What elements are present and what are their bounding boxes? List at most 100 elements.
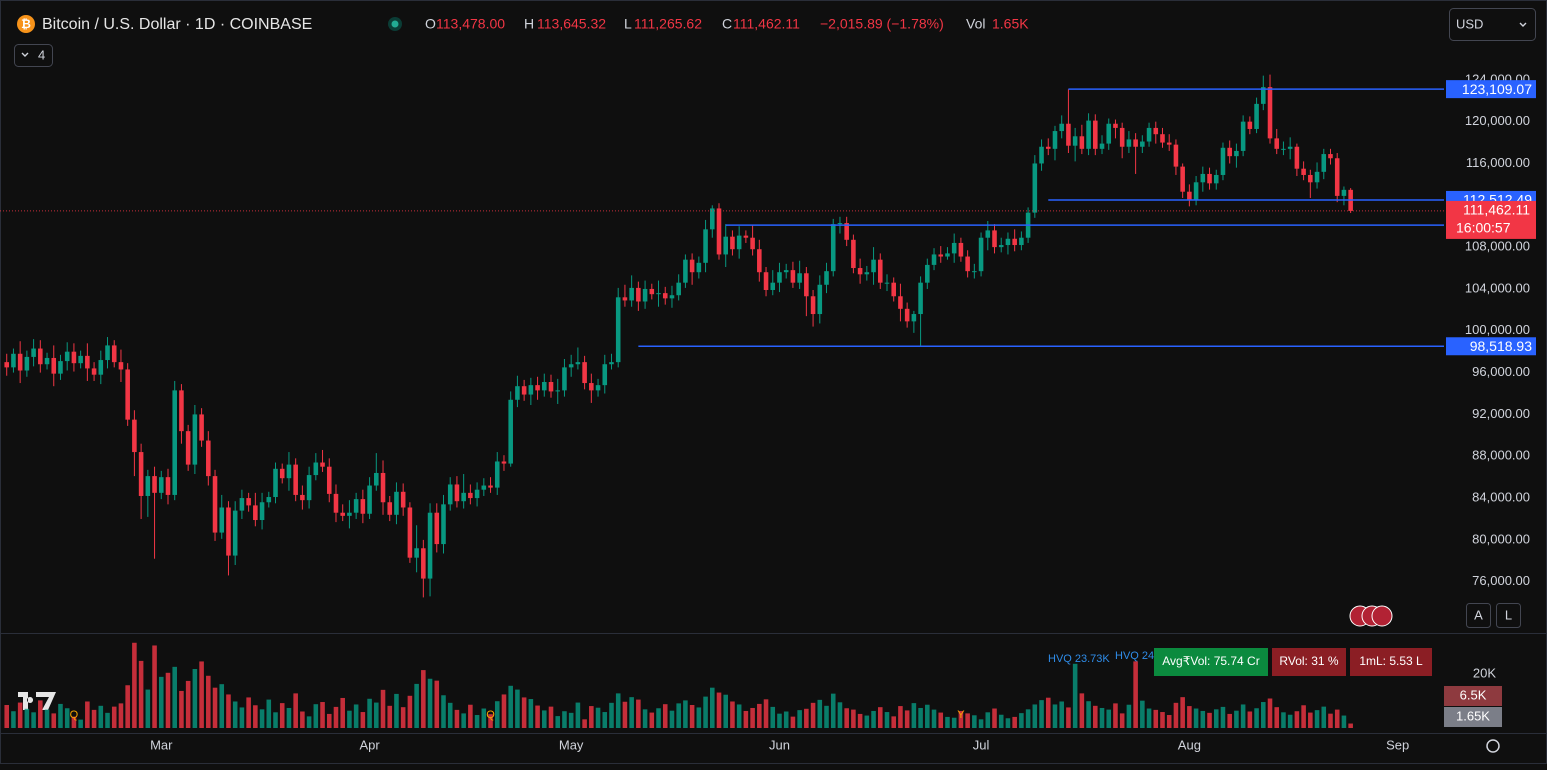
candle-body [212,476,218,533]
candle-body [4,362,10,368]
candle-body [468,492,473,499]
candle-body [1119,127,1125,147]
volume-bar [501,694,507,728]
volume-badge-text: 1.65K [1456,708,1490,723]
candle-body [461,492,466,502]
volume-bar [1341,715,1347,728]
volume-bar [830,693,836,728]
volume-bar [595,707,601,728]
candle-body [454,484,460,502]
candle-body [615,297,621,363]
candle-body [1173,144,1179,167]
volume-bar [1240,704,1246,728]
candle-body [723,236,729,255]
candle-body [716,208,722,255]
volume-bar [824,705,829,728]
x-tick-label: Mar [150,737,173,752]
volume-bar [945,716,950,728]
volume-bar [1146,708,1152,728]
candle-body [548,382,554,392]
candle-body [427,512,433,579]
high-label: H [524,16,534,32]
volume-bar [1287,714,1293,728]
volume-bar [206,675,211,728]
level-tag-label: 123,109.07 [1462,81,1532,97]
candle-body [219,507,225,533]
volume-bar [770,706,776,728]
volume-badge [1444,686,1502,706]
log-scale-button[interactable] [1496,603,1521,628]
candle-body [1079,136,1085,149]
candle-body [1052,131,1058,149]
candle-body [11,353,16,368]
candle-body [353,499,359,513]
auto-scale-button[interactable] [1466,603,1491,628]
candle-body [293,464,298,495]
volume-bar [11,711,16,728]
candle-body [595,385,601,391]
symbol-title[interactable]: Bitcoin / U.S. Dollar · 1D · COINBASE [42,16,312,33]
candle-body [199,414,204,441]
tradingview-logo[interactable] [18,692,56,710]
event-flag[interactable] [1371,605,1393,627]
volume-badge-text: 6.5K [1460,687,1487,702]
volume-bar [951,717,957,728]
candle-body [1200,173,1206,183]
candle-body [864,272,870,275]
volume-bar [212,687,218,728]
volume-bar [1140,700,1145,728]
candle-body [125,369,130,420]
settings-icon[interactable] [1486,739,1500,753]
volume-bar [353,704,359,728]
stat-text: RVol: 31 % [1279,654,1338,668]
candle-body [602,364,608,386]
volume-bar [118,703,124,728]
candle-body [78,355,83,364]
volume-bar [884,712,890,728]
volume-bar [105,712,110,728]
volume-label: Vol [966,16,985,32]
volume-bar [938,712,944,728]
candle-body [1207,173,1212,184]
volume-bar [1274,707,1280,728]
volume-bar [602,712,608,728]
volume-bar [347,710,352,728]
volume-bar [1093,705,1098,728]
volume-bar [313,704,319,728]
volume-bar [736,704,742,728]
candle-body [1254,103,1259,129]
candle-body [824,271,829,285]
candle-body [649,288,655,295]
candle-body [985,230,991,238]
volume-bar [844,708,849,728]
candle-body [447,484,453,505]
y-tick-label: 100,000.00 [1465,322,1530,337]
candle-body [434,512,440,545]
event-marker: Y [957,709,965,721]
candle-body [562,367,567,391]
candle-body [965,256,970,272]
currency-select[interactable] [1449,8,1536,41]
candle-body [1106,123,1112,144]
volume-bar [246,697,251,728]
volume-bar [1019,713,1024,728]
volume-bar [1039,700,1044,728]
candle-body [730,236,735,250]
candle-body [676,282,681,296]
volume-bar [589,706,594,728]
volume-bar [199,661,204,728]
countdown-label: 16:00:57 [1456,220,1511,236]
indicators-toggle[interactable] [14,44,53,67]
candle-body [179,390,184,432]
candle-body [1140,141,1145,147]
volume-bar [374,702,379,728]
volume-bar [421,670,426,728]
volume-bar [1099,707,1105,728]
volume-bar [226,694,231,728]
volume-bar [676,703,681,728]
candle-body [877,259,883,283]
volume-bar [562,711,567,728]
candle-body [172,390,177,495]
candle-body [1240,121,1246,151]
volume-bar [58,703,63,728]
